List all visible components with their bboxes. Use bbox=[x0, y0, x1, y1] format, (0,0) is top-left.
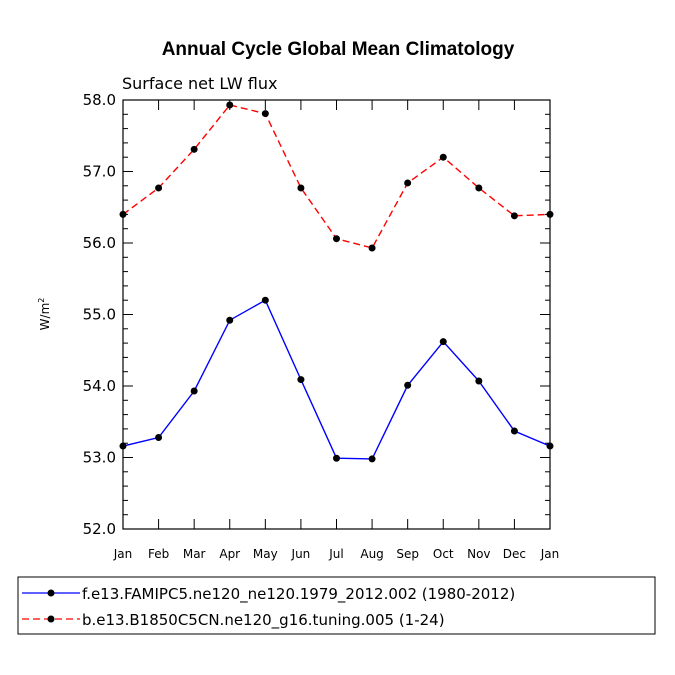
series-1-point bbox=[546, 442, 554, 450]
series-line-1 bbox=[122, 299, 551, 460]
series-2-point bbox=[546, 210, 554, 218]
x-tick-label: Jun bbox=[291, 547, 311, 561]
series-1-point bbox=[368, 455, 376, 463]
series-1-point bbox=[190, 387, 198, 395]
legend-box bbox=[17, 576, 656, 635]
series-2-point bbox=[155, 184, 163, 192]
x-tick-label: Jul bbox=[328, 547, 343, 561]
axis-ticks bbox=[122, 99, 551, 530]
x-tick-label: Feb bbox=[148, 547, 169, 561]
y-axis-label-base: W/m bbox=[38, 303, 52, 331]
y-tick-label: 52.0 bbox=[83, 520, 116, 538]
series-1-point bbox=[439, 338, 447, 346]
series-2-point bbox=[226, 101, 234, 109]
legend-marker-series-2 bbox=[47, 615, 55, 623]
series-2-point bbox=[475, 184, 483, 192]
y-axis-label-superscript: 2 bbox=[37, 298, 46, 303]
legend-marker-series-1 bbox=[47, 589, 55, 597]
x-tick-label: Dec bbox=[503, 547, 526, 561]
y-tick-labels: 52.0 53.0 54.0 55.0 56.0 57.0 58.0 bbox=[83, 91, 116, 538]
series-1-point bbox=[261, 296, 269, 304]
series-2-point bbox=[439, 153, 447, 161]
y-tick-label: 53.0 bbox=[83, 449, 116, 467]
y-tick-label: 58.0 bbox=[83, 91, 116, 109]
data-series bbox=[119, 101, 554, 463]
series-1-point bbox=[297, 376, 305, 384]
x-tick-labels: Jan Feb Mar Apr May Jun Jul Aug Sep Oct Nov Dec Jan bbox=[113, 547, 560, 561]
series-2-point bbox=[404, 179, 412, 187]
legend-label-series-1: f.e13.FAMIPC5.ne120_ne120.1979_2012.002 … bbox=[82, 585, 515, 604]
x-tick-label: Jan bbox=[113, 547, 133, 561]
series-1-point bbox=[333, 454, 340, 462]
series-2-point bbox=[190, 145, 198, 153]
chart-title: Annual Cycle Global Mean Climatology bbox=[162, 39, 515, 60]
plot-frame bbox=[122, 99, 551, 530]
series-1-point bbox=[155, 433, 163, 441]
series-2-point bbox=[261, 110, 269, 118]
chart-subtitle: Surface net LW flux bbox=[122, 74, 277, 93]
y-tick-label: 57.0 bbox=[83, 163, 116, 181]
legend: f.e13.FAMIPC5.ne120_ne120.1979_2012.002 … bbox=[22, 585, 515, 630]
y-axis-label: W/m2 bbox=[37, 298, 52, 331]
x-tick-label: May bbox=[253, 547, 278, 561]
series-line-2 bbox=[122, 104, 551, 249]
legend-label-series-2: b.e13.B1850C5CN.ne120_g16.tuning.005 (1-… bbox=[82, 611, 445, 630]
series-2-point bbox=[368, 244, 376, 252]
x-tick-label: Nov bbox=[467, 547, 490, 561]
x-tick-label: Aug bbox=[360, 547, 383, 561]
series-1-point bbox=[119, 442, 127, 450]
x-tick-label: Sep bbox=[396, 547, 419, 561]
x-tick-label: Apr bbox=[219, 547, 240, 561]
y-tick-label: 55.0 bbox=[83, 306, 116, 324]
y-tick-label: 56.0 bbox=[83, 234, 116, 252]
series-1-point bbox=[475, 377, 483, 385]
series-2-point bbox=[510, 212, 518, 220]
x-tick-label: Oct bbox=[433, 547, 454, 561]
series-1-point bbox=[510, 427, 518, 435]
series-1-point bbox=[404, 381, 412, 389]
series-2-point bbox=[297, 184, 305, 192]
x-tick-label: Mar bbox=[183, 547, 206, 561]
series-1-point bbox=[226, 316, 234, 324]
y-tick-label: 54.0 bbox=[83, 377, 116, 395]
series-2-point bbox=[333, 235, 340, 243]
x-tick-label: Jan bbox=[540, 547, 560, 561]
series-2-point bbox=[119, 210, 127, 218]
